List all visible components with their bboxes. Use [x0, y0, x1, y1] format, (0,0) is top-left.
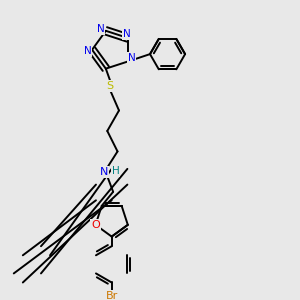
- Text: N: N: [100, 167, 109, 177]
- Text: O: O: [91, 220, 100, 230]
- Text: N: N: [123, 29, 131, 39]
- Text: H: H: [112, 166, 119, 176]
- Text: S: S: [106, 81, 114, 91]
- Text: N: N: [83, 46, 91, 56]
- Text: Br: Br: [106, 291, 118, 300]
- Text: N: N: [128, 53, 135, 63]
- Text: N: N: [97, 24, 104, 34]
